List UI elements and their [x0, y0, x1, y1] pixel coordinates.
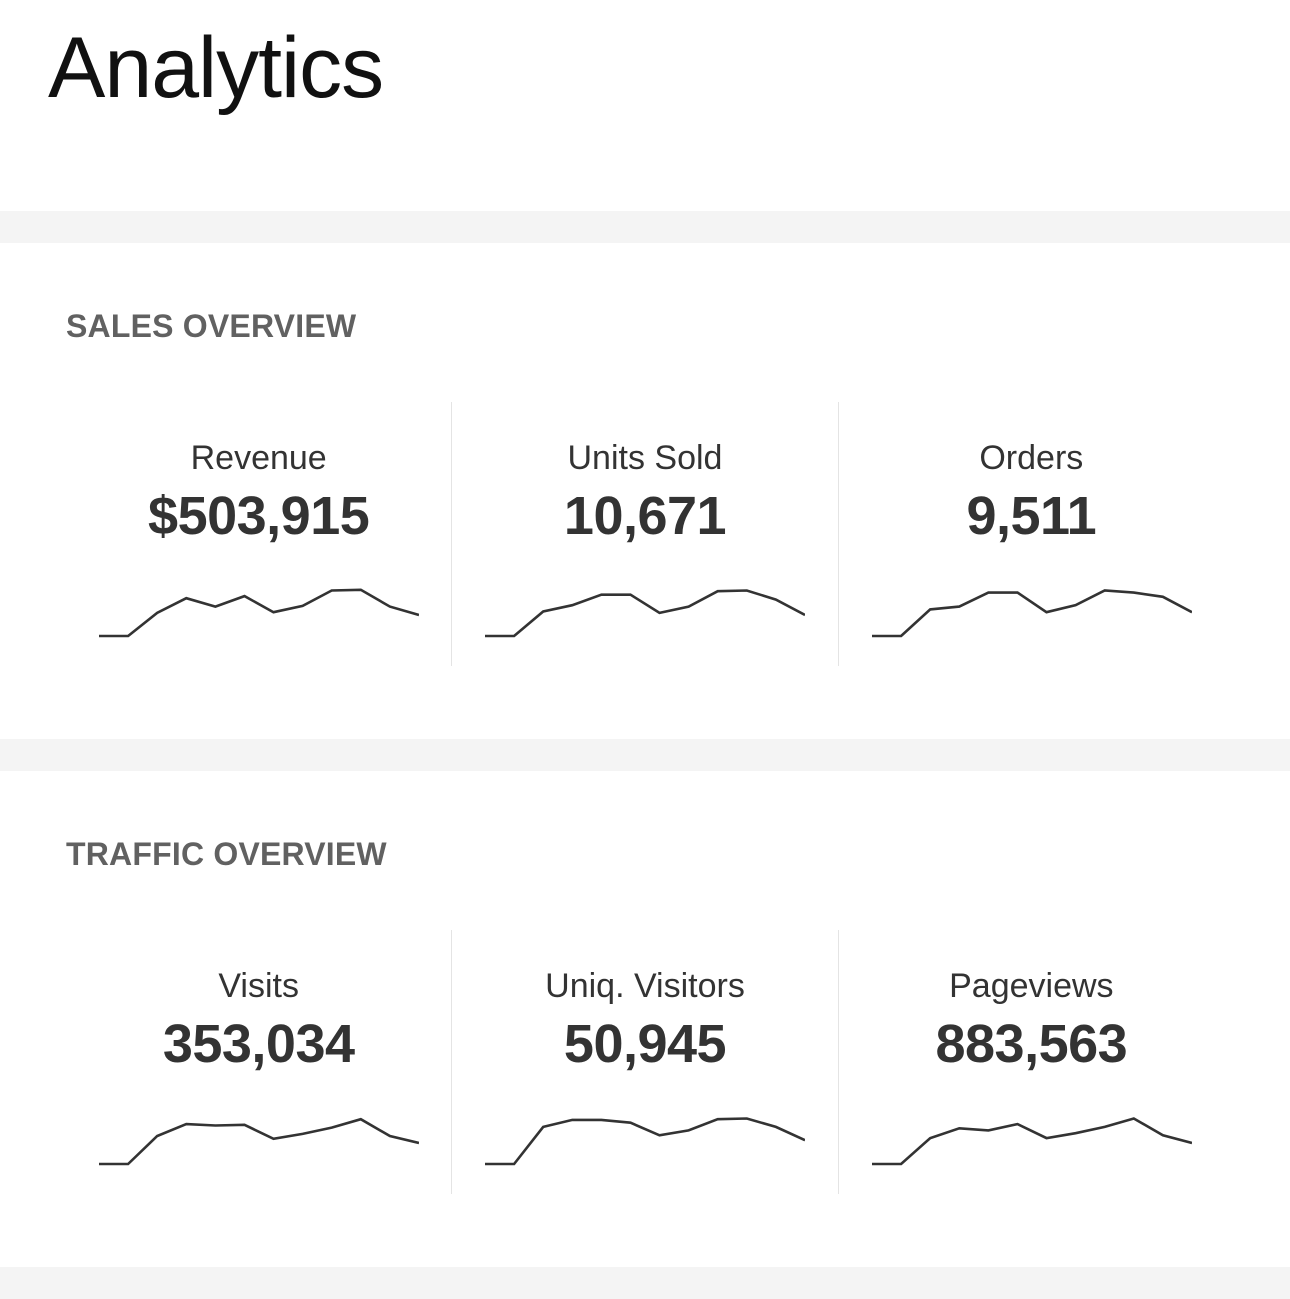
metric-label: Pageviews — [949, 967, 1114, 1005]
metric-value: 883,563 — [935, 1014, 1128, 1074]
metric-units-sold[interactable]: Units Sold 10,671 — [451, 402, 837, 666]
sparkline-line — [871, 589, 1192, 638]
sparkline-chart — [485, 589, 806, 638]
section-title: SALES OVERVIEW — [66, 308, 357, 344]
metric-label: Uniq. Visitors — [545, 967, 745, 1005]
sparkline-chart — [99, 588, 419, 638]
sparkline-chart — [871, 1117, 1192, 1166]
metric-value: 50,945 — [563, 1014, 727, 1074]
sparkline-line — [485, 589, 806, 638]
metric-value: $503,915 — [148, 486, 370, 546]
metric-label: Units Sold — [567, 439, 723, 477]
sparkline-line — [99, 1117, 419, 1166]
metric-pageviews[interactable]: Pageviews 883,563 — [837, 930, 1224, 1194]
page-title: Analytics — [48, 20, 384, 116]
sparkline-line — [485, 1117, 806, 1166]
metrics-row: Revenue $503,915 Units Sold 10,671 Order… — [66, 402, 1224, 666]
metric-unique-visitors[interactable]: Uniq. Visitors 50,945 — [451, 930, 837, 1194]
section-divider — [0, 739, 1290, 771]
sparkline-chart — [99, 1117, 419, 1166]
metric-label: Revenue — [190, 439, 327, 477]
metric-label: Orders — [979, 439, 1084, 477]
section-divider — [0, 1267, 1290, 1299]
sparkline-line — [99, 588, 419, 638]
metric-visits[interactable]: Visits 353,034 — [66, 930, 451, 1194]
sparkline-chart — [485, 1117, 806, 1166]
metric-value: 9,511 — [966, 486, 1097, 546]
section-title: TRAFFIC OVERVIEW — [66, 836, 387, 872]
metric-value: 353,034 — [162, 1014, 355, 1074]
metric-label: Visits — [218, 967, 299, 1005]
sparkline-chart — [871, 589, 1192, 638]
metric-value: 10,671 — [563, 486, 727, 546]
metric-revenue[interactable]: Revenue $503,915 — [66, 402, 451, 666]
sparkline-line — [871, 1117, 1192, 1166]
section-divider — [0, 211, 1290, 243]
metrics-row: Visits 353,034 Uniq. Visitors 50,945 Pag… — [66, 930, 1224, 1194]
metric-orders[interactable]: Orders 9,511 — [837, 402, 1224, 666]
